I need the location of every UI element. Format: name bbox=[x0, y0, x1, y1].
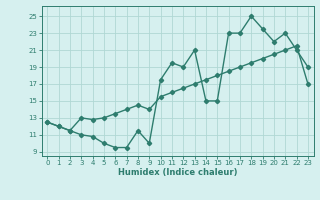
X-axis label: Humidex (Indice chaleur): Humidex (Indice chaleur) bbox=[118, 168, 237, 177]
